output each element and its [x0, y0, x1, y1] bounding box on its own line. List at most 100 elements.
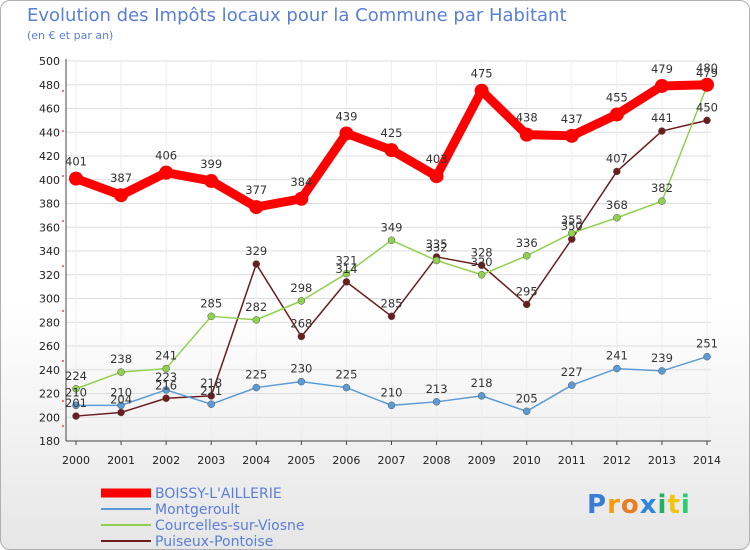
y-tick-label: 440 [39, 126, 60, 139]
data-point [613, 167, 621, 176]
data-label: 475 [471, 67, 493, 81]
data-point [387, 312, 396, 321]
data-point [294, 191, 309, 206]
x-tick-label: 2013 [648, 454, 676, 467]
y-tick-label: 260 [39, 340, 60, 353]
data-point [117, 408, 125, 417]
x-tick-label: 2000 [62, 454, 90, 467]
data-point [477, 271, 486, 279]
data-point [162, 386, 170, 394]
chart-subtitle: (en € et par an) [27, 29, 114, 42]
data-point [117, 368, 125, 376]
x-tick-label: 2002 [152, 454, 180, 467]
data-label: 282 [245, 300, 267, 314]
data-point [297, 297, 306, 305]
data-label: 223 [155, 370, 177, 384]
y-tick-label: 280 [39, 316, 60, 329]
axis-marker [62, 220, 64, 222]
data-point [474, 83, 489, 98]
axis-marker [62, 400, 64, 402]
logo-letter: i [657, 490, 668, 520]
data-label: 268 [290, 317, 312, 331]
data-point [384, 143, 399, 158]
data-point [519, 127, 534, 142]
x-tick-label: 2006 [332, 454, 360, 467]
logo-letter: o [620, 490, 640, 520]
data-point [297, 332, 306, 341]
y-tick-label: 300 [39, 293, 60, 306]
data-label: 441 [651, 111, 673, 125]
data-label: 328 [471, 245, 493, 259]
data-point [207, 392, 215, 400]
data-label: 349 [381, 220, 403, 234]
y-tick-label: 340 [39, 245, 60, 258]
data-point [387, 401, 396, 410]
data-point [252, 316, 261, 324]
data-label: 350 [561, 219, 583, 233]
data-label: 204 [110, 393, 132, 407]
axis-marker [62, 310, 64, 312]
data-label: 211 [200, 384, 222, 398]
data-label: 201 [65, 396, 87, 410]
data-label: 210 [110, 385, 132, 399]
data-label: 403 [426, 152, 448, 166]
axis-marker [62, 175, 64, 177]
data-point [522, 300, 531, 309]
data-point [249, 200, 264, 215]
x-tick-label: 2001 [107, 454, 135, 467]
data-point [72, 385, 80, 393]
y-tick-label: 380 [39, 198, 60, 211]
data-point [522, 407, 531, 416]
data-point [658, 367, 666, 375]
data-label: 210 [65, 385, 87, 399]
x-tick-label: 2008 [423, 454, 451, 467]
legend-label: BOISSY-L'AILLERIE [155, 486, 282, 502]
data-label: 407 [606, 151, 628, 165]
data-label: 425 [381, 126, 403, 140]
data-point [117, 401, 125, 410]
y-tick-label: 500 [39, 55, 60, 68]
data-point [613, 364, 621, 373]
data-point [159, 165, 174, 180]
axis-marker [62, 425, 64, 427]
legend-label: Puiseux-Pontoise [155, 534, 273, 550]
data-label: 406 [155, 149, 177, 163]
logo-letter: t [667, 490, 681, 520]
data-label: 210 [381, 385, 403, 399]
x-tick-label: 2012 [603, 454, 631, 467]
data-point [297, 377, 306, 386]
data-point [342, 278, 351, 286]
data-point [568, 381, 576, 389]
data-label: 205 [516, 391, 538, 405]
axis-marker [62, 90, 64, 92]
legend-label: Montgeroult [155, 502, 240, 518]
y-tick-label: 360 [39, 221, 60, 234]
x-tick-label: 2007 [378, 454, 406, 467]
data-point [658, 127, 666, 135]
x-tick-label: 2005 [287, 454, 315, 467]
data-label: 450 [696, 100, 718, 114]
x-tick-label: 2011 [558, 454, 586, 467]
data-label: 437 [561, 112, 583, 126]
data-point [252, 383, 261, 392]
data-label: 455 [606, 90, 628, 104]
data-label: 213 [426, 382, 448, 396]
data-point [69, 171, 83, 186]
y-tick-label: 180 [39, 435, 60, 448]
data-label: 332 [426, 241, 448, 255]
chart-title: Evolution des Impôts locaux pour la Comm… [27, 5, 567, 26]
x-tick-label: 2010 [513, 454, 541, 467]
data-label: 401 [65, 155, 87, 169]
data-label: 314 [335, 262, 357, 276]
y-tick-label: 420 [39, 150, 60, 163]
data-label: 241 [606, 349, 628, 363]
x-tick-label: 2009 [468, 454, 496, 467]
data-point [432, 398, 441, 406]
x-tick-label: 2003 [197, 454, 225, 467]
data-label: 285 [200, 296, 222, 310]
legend-label: Courcelles-sur-Viosne [155, 518, 304, 534]
data-label: 295 [516, 284, 538, 298]
data-point [342, 269, 351, 278]
y-tick-label: 220 [39, 388, 60, 401]
logo-letter: P [587, 490, 608, 520]
